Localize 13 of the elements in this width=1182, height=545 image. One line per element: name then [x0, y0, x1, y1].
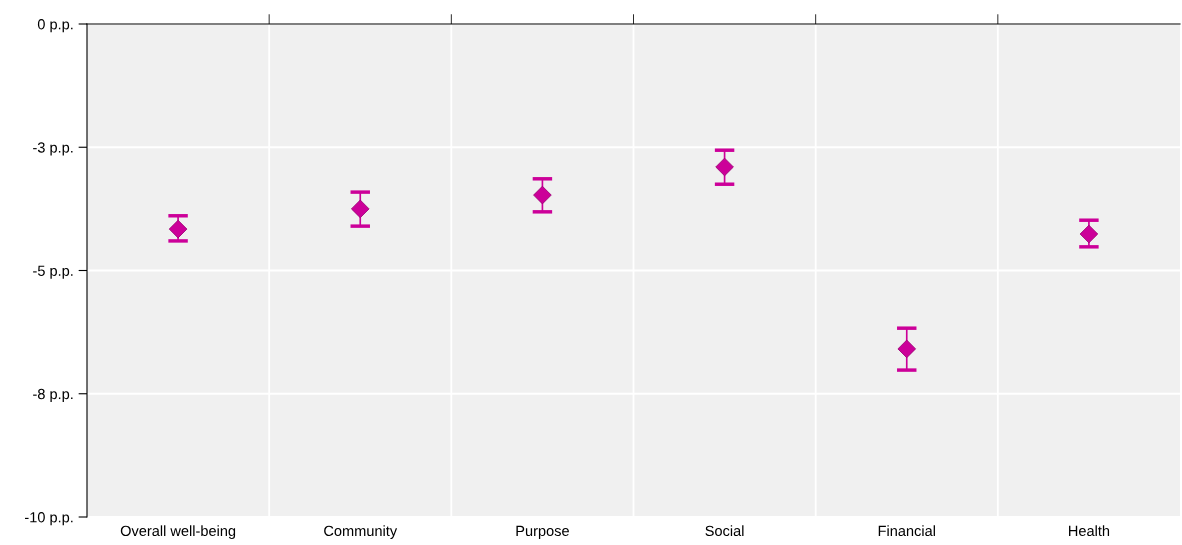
point — [533, 185, 552, 205]
point — [715, 157, 734, 177]
y-tick-label: -3 p.p. — [33, 142, 73, 156]
x-tick-label: Community — [324, 525, 398, 539]
x-tick-label: Overall well-being — [120, 525, 236, 539]
x-tick-label: Financial — [878, 525, 935, 537]
x-tick-label: Health — [1069, 525, 1110, 537]
y-tick-label: 0 p.p. — [37, 19, 73, 33]
y-tick-label: -5 p.p. — [33, 265, 73, 279]
y-tick-label: -8 p.p. — [33, 388, 73, 403]
y-tick-label: -10 p.p. — [25, 512, 73, 526]
x-tick-label: Purpose — [516, 525, 569, 539]
x-tick-label: Social — [705, 525, 744, 537]
